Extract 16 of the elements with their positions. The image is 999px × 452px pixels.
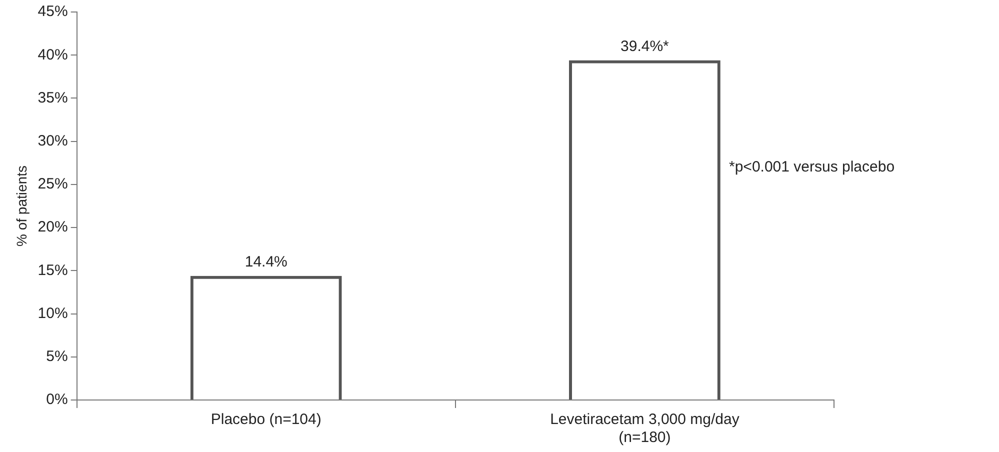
data-label: 39.4%* [620, 38, 670, 55]
y-tick-label: 0% [46, 391, 68, 408]
y-tick-label: 30% [38, 132, 68, 150]
y-tick-label: 40% [38, 46, 68, 64]
y-tick-label: 15% [38, 262, 68, 279]
y-tick-label: 35% [38, 89, 68, 106]
y-tick-label: 10% [38, 304, 68, 322]
annotation: *p<0.001 versus placebo [729, 158, 895, 176]
data-label: 14.4% [244, 253, 288, 270]
y-tick-label: 45% [38, 3, 68, 20]
x-tick-label: Levetiracetam 3,000 mg/day (n=180) [550, 411, 740, 446]
y-tick-label: 25% [38, 176, 68, 193]
y-tick-label: 5% [46, 348, 68, 366]
y-tick-label: 20% [38, 218, 68, 236]
y-axis-title: % of patients [13, 166, 30, 246]
x-tick-label: Placebo (n=104) [210, 411, 322, 428]
